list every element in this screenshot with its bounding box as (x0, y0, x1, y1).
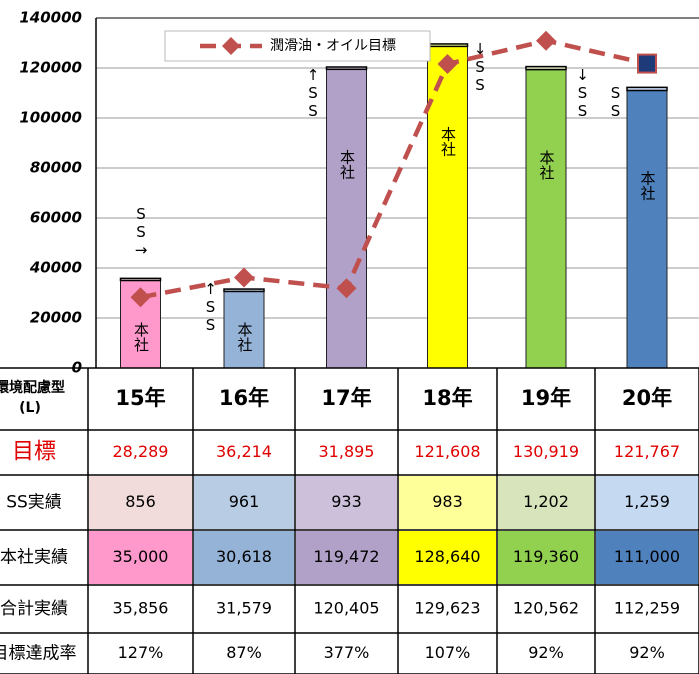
marker (536, 30, 556, 51)
bar-segment (223, 288, 265, 293)
row-label: SS実績 (6, 493, 62, 513)
cell: 119,360 (513, 547, 579, 566)
cell: 377% (324, 643, 370, 662)
annotation: ↓SS (471, 40, 489, 94)
bar-label: 本社 (639, 171, 657, 201)
y-tick-label: 80000 (30, 159, 82, 177)
cell: 121,608 (414, 442, 480, 461)
bar-label: 本社 (132, 322, 150, 352)
cell: 111,000 (614, 547, 680, 566)
cell-bg (194, 476, 294, 529)
bar-segment (119, 277, 162, 282)
row-label: 目標 (12, 440, 56, 465)
corner-label: 環境配慮型 (0, 379, 65, 396)
cell: 961 (229, 492, 260, 511)
cell: 129,623 (414, 599, 480, 618)
cell: 127% (118, 643, 164, 662)
y-tick-label: 40000 (29, 259, 82, 277)
cell-bg (89, 531, 192, 584)
y-tick-label: 100000 (19, 109, 82, 127)
bar-segment (426, 43, 469, 48)
year-header: 19年 (521, 386, 571, 410)
annotation: ↑SS (304, 66, 322, 120)
marker (234, 267, 254, 288)
cell: 112,259 (614, 599, 680, 618)
cell: 120,562 (513, 599, 579, 618)
cell: 31,579 (216, 599, 272, 618)
annotation: SS (607, 84, 625, 120)
cell: 92% (528, 643, 564, 662)
cell-bg (596, 476, 698, 529)
bar-label: 本社 (236, 322, 254, 352)
cell: 933 (331, 492, 362, 511)
cell-bg (194, 531, 294, 584)
cell: 92% (629, 643, 665, 662)
row-label: 本社実績 (0, 548, 68, 568)
annotation: ↓SS (574, 66, 592, 120)
cell: 120,405 (313, 599, 379, 618)
marker (130, 287, 151, 308)
bar-segment (525, 69, 567, 369)
cell-bg (498, 531, 594, 584)
year-header: 18年 (422, 386, 472, 410)
y-tick-label: 120000 (19, 59, 82, 77)
cell: 28,289 (113, 442, 169, 461)
cell: 36,214 (216, 442, 272, 461)
cell: 87% (226, 643, 262, 662)
cell: 107% (425, 643, 471, 662)
target-line (140, 38, 648, 300)
cell-bg (296, 531, 397, 584)
cell: 119,472 (313, 547, 379, 566)
y-tick-label: 60000 (30, 209, 82, 227)
corner-label: (L) (19, 400, 41, 416)
row-label: 合計実績 (0, 599, 68, 619)
legend-label: 潤滑油・オイル目標 (270, 37, 396, 54)
cell-bg (596, 531, 698, 584)
bar-segment (525, 65, 567, 71)
cell-bg (399, 476, 496, 529)
bar-segment (626, 86, 668, 92)
cell-bg (296, 476, 397, 529)
row-label: 目標達成率 (0, 644, 77, 664)
bar-label: 本社 (439, 126, 457, 156)
annotation: SS→ (132, 205, 150, 259)
cell-bg (399, 531, 496, 584)
cell: 35,856 (113, 599, 169, 618)
bar-segment (427, 45, 468, 369)
marker (336, 278, 357, 299)
cell-bg (89, 476, 192, 529)
cell: 30,618 (216, 547, 272, 566)
cell: 1,202 (523, 492, 569, 511)
cell: 35,000 (113, 547, 169, 566)
year-header: 20年 (622, 386, 672, 410)
cell: 983 (432, 492, 463, 511)
cell: 31,895 (319, 442, 375, 461)
y-tick-label: 140000 (19, 9, 82, 27)
cell: 1,259 (624, 492, 670, 511)
annotation: ↑SS (202, 280, 220, 334)
cell-bg (498, 476, 594, 529)
bar-segment (223, 290, 265, 369)
legend-marker (222, 37, 240, 55)
year-header: 16年 (219, 386, 269, 410)
year-header: 15年 (115, 386, 165, 410)
cell: 128,640 (414, 547, 480, 566)
cell: 856 (125, 492, 156, 511)
bar-segment (626, 90, 668, 369)
bar-label: 本社 (338, 149, 356, 179)
bar-segment (326, 68, 367, 369)
bar-segment (325, 66, 368, 71)
cell: 130,919 (513, 442, 579, 461)
bar-label: 本社 (538, 150, 556, 180)
marker (637, 53, 657, 74)
y-tick-label: 20000 (30, 309, 82, 327)
marker (437, 53, 458, 74)
cell: 121,767 (614, 442, 680, 461)
year-header: 17年 (321, 386, 371, 410)
